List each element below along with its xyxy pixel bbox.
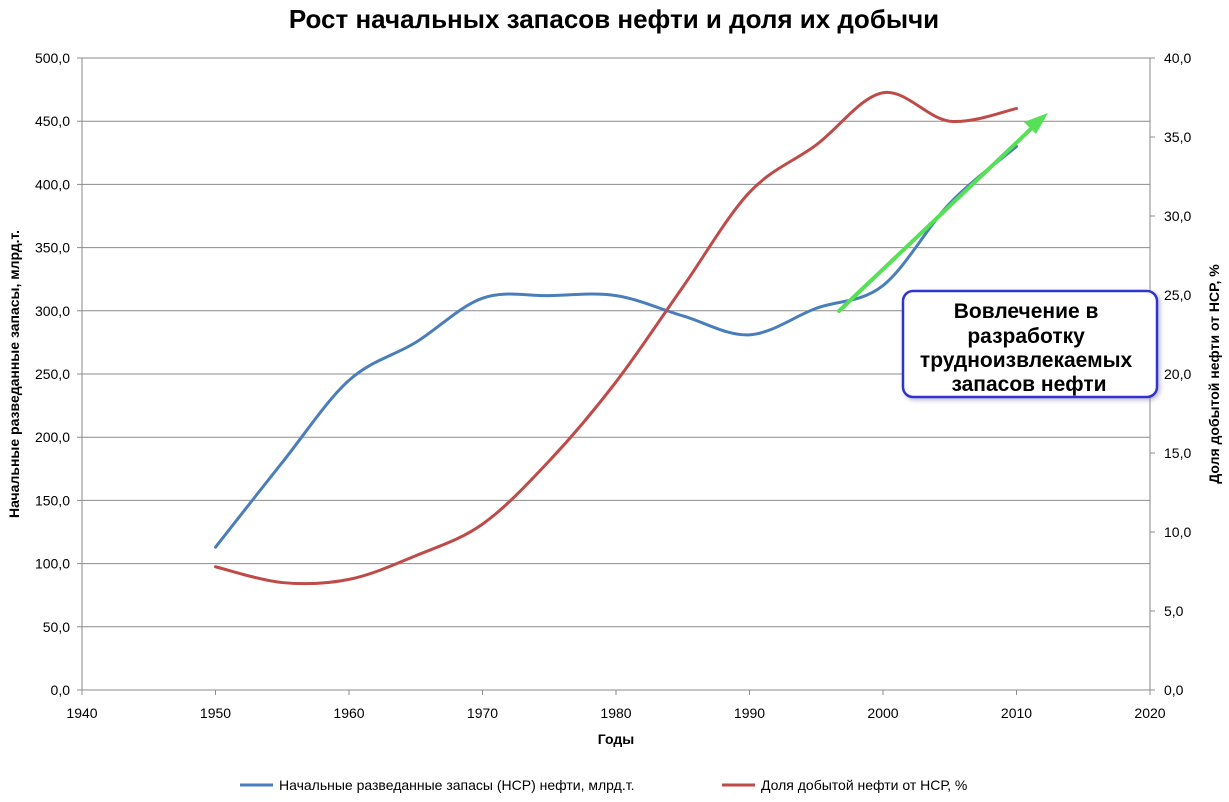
y2-tick-label: 30,0 bbox=[1164, 208, 1191, 224]
callout-line-3: трудноизвлекаемых bbox=[920, 349, 1133, 372]
x-axis-label: Годы bbox=[598, 731, 634, 747]
y-tick-label: 150,0 bbox=[35, 492, 70, 508]
x-tick-label: 1970 bbox=[467, 705, 498, 721]
y-tick-label: 50,0 bbox=[43, 619, 70, 635]
y2-tick-label: 15,0 bbox=[1164, 445, 1191, 461]
x-tick-label: 1940 bbox=[66, 705, 97, 721]
x-tick-label: 1950 bbox=[200, 705, 231, 721]
y2-tick-label: 10,0 bbox=[1164, 524, 1191, 540]
y2-tick-label: 35,0 bbox=[1164, 129, 1191, 145]
y2-tick-label: 5,0 bbox=[1164, 603, 1184, 619]
x-tick-label: 1990 bbox=[734, 705, 765, 721]
legend-label-reserves: Начальные разведанные запасы (НСР) нефти… bbox=[279, 777, 634, 793]
x-tick-label: 1980 bbox=[600, 705, 631, 721]
y-tick-label: 350,0 bbox=[35, 240, 70, 256]
x-tick-label: 2010 bbox=[1001, 705, 1032, 721]
callout-arrow-head bbox=[1024, 113, 1048, 134]
y2-axis-label: Доля добытой нефти от НСР, % bbox=[1206, 264, 1222, 484]
callout-line-4: запасов нефти bbox=[951, 373, 1106, 396]
series-line-reserves bbox=[214, 144, 1018, 549]
x-tick-label: 2020 bbox=[1134, 705, 1165, 721]
y-tick-label: 400,0 bbox=[35, 176, 70, 192]
y-tick-label: 300,0 bbox=[35, 303, 70, 319]
y-axis-ticks: 0,0 50,0 100,0 150,0 200,0 250,0 300,0 350,0 400… bbox=[35, 50, 82, 698]
y-tick-label: 100,0 bbox=[35, 556, 70, 572]
callout-frame bbox=[901, 289, 1159, 399]
callout-text: Вовлечение в разработку трудноизвлекаемы… bbox=[920, 300, 1138, 396]
y-tick-label: 200,0 bbox=[35, 429, 70, 445]
x-tick-label: 2000 bbox=[867, 705, 898, 721]
y-tick-label: 500,0 bbox=[35, 50, 70, 66]
y2-tick-label: 25,0 bbox=[1164, 287, 1191, 303]
callout-line-2: разработку bbox=[967, 325, 1085, 348]
y2-tick-label: 40,0 bbox=[1164, 50, 1191, 66]
y2-tick-label: 20,0 bbox=[1164, 366, 1191, 382]
callout-box: Вовлечение в разработку трудноизвлекаемы… bbox=[901, 289, 1159, 399]
y2-tick-label: 0,0 bbox=[1164, 682, 1184, 698]
y-axis-label: Начальные разведанные запасы, млрд.т. bbox=[6, 230, 22, 518]
callout-line-1: Вовлечение в bbox=[954, 300, 1099, 323]
callout-arrow-shaft bbox=[837, 124, 1036, 313]
chart-title: Рост начальных запасов нефти и доля их д… bbox=[289, 4, 939, 34]
y-tick-label: 250,0 bbox=[35, 366, 70, 382]
series-lines bbox=[214, 91, 1018, 586]
y-tick-label: 0,0 bbox=[51, 682, 71, 698]
x-axis-ticks: 1940 1950 1960 1970 1980 1990 2000 2010 2020 bbox=[66, 690, 1166, 721]
y2-axis-ticks: 0,0 5,0 10,0 15,0 20,0 25,0 30,0 35,0 40,0 bbox=[1150, 50, 1191, 698]
legend: Начальные разведанные запасы (НСР) нефти… bbox=[240, 777, 967, 793]
y-tick-label: 450,0 bbox=[35, 113, 70, 129]
legend-label-share: Доля добытой нефти от НСР, % bbox=[761, 777, 967, 793]
x-tick-label: 1960 bbox=[333, 705, 364, 721]
callout-arrow bbox=[837, 113, 1048, 313]
series-line-share bbox=[214, 91, 1018, 586]
